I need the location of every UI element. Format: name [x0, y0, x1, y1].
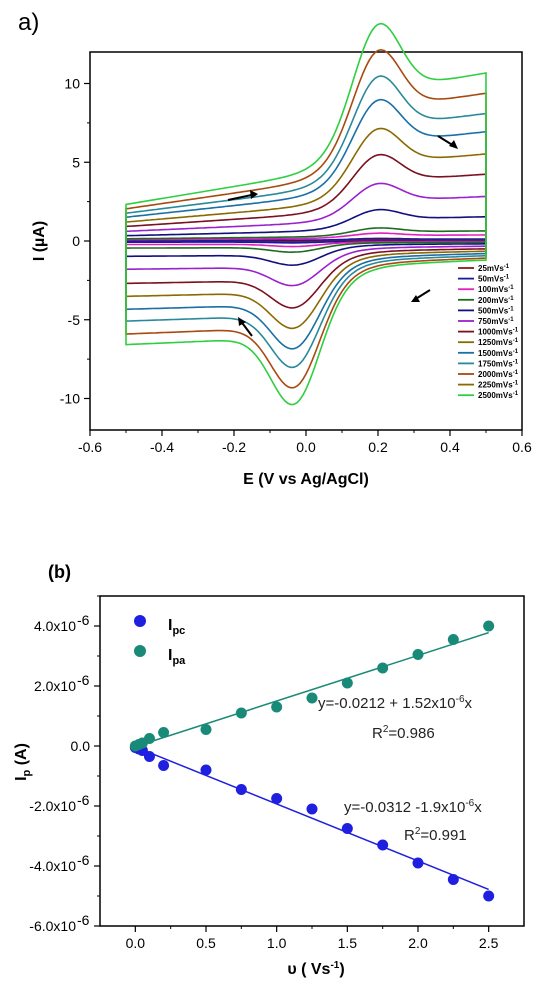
panel-a-x-tick-label: -0.6 — [78, 439, 102, 455]
panel-b-y-tick-label: 0.0 — [71, 738, 91, 754]
panel-b: (b) 0.0 0.5 1.0 1.5 2.0 2.5-6.0x10 -6-4.0x10 -6… — [13, 562, 525, 978]
legend-label-750mVs: 750mVs-1 — [478, 317, 514, 326]
data-point-pa — [235, 707, 247, 719]
fit-r2-pa: R2=0.986 — [372, 724, 435, 742]
panel-b-y-tick-label: -6.0x10 — [29, 918, 76, 934]
legend-label-50mVs: 50mVs-1 — [478, 275, 510, 284]
legend-label-1750mVs: 1750mVs-1 — [478, 359, 519, 368]
data-point-pc — [143, 751, 155, 762]
panel-a-y-tick-label: 0 — [72, 233, 80, 249]
panel-b-points — [129, 620, 495, 902]
fit-equation-pc: y=-0.0312 -1.9x10-6x — [344, 798, 482, 816]
legend-label-1500mVs: 1500mVs-1 — [478, 349, 519, 358]
data-point-pc — [483, 890, 495, 902]
panel-a-y-axis-label: I (µA) — [31, 221, 48, 261]
data-point-pc — [306, 803, 318, 815]
legend-label-2000mVs: 2000mVs-1 — [478, 370, 519, 379]
panel-a-axes: -0.6 -0.4 -0.2 0.0 0.2 0.4 0.6 -10 -5 0 5 10 — [60, 76, 532, 456]
arrowhead-peak-icon — [449, 140, 458, 149]
panel-a: a) -0.6 -0.4 -0.2 0.0 0.2 0.4 0.6 -10 -5 0 5 10 25m… — [18, 9, 532, 488]
data-point-pc — [200, 764, 212, 776]
legend-label-pa: Ipa — [168, 647, 186, 667]
panel-a-x-tick-label: -0.4 — [150, 439, 174, 455]
panel-b-y-tick-exponent: -6 — [77, 912, 90, 928]
panel-b-y-axis-label: Ip (A) — [13, 743, 33, 781]
panel-a-x-tick-label: 0.0 — [296, 439, 316, 455]
legend-marker-pa — [134, 645, 146, 657]
panel-b-x-tick-label: 2.0 — [408, 935, 428, 951]
data-point-pa — [447, 634, 459, 645]
fit-line-pa — [135, 631, 489, 748]
data-point-pc — [158, 760, 170, 771]
panel-b-y-tick-exponent: -6 — [77, 672, 90, 688]
panel-b-y-tick-exponent: -6 — [77, 792, 90, 808]
panel-b-y-tick-label: -4.0x10 — [29, 858, 76, 874]
panel-a-y-tick-label: -10 — [60, 391, 80, 407]
cv-curve-2000mVs — [125, 48, 487, 389]
data-point-pc — [447, 874, 459, 885]
panel-b-x-tick-label: 0.0 — [126, 935, 146, 951]
arrowhead-return-icon — [238, 317, 246, 326]
panel-b-x-tick-label: 0.5 — [196, 935, 216, 951]
data-point-pa — [158, 727, 170, 738]
data-point-pa — [483, 620, 495, 632]
data-point-pc — [235, 784, 247, 795]
panel-b-y-tick-exponent: -6 — [77, 852, 90, 868]
data-point-pa — [271, 701, 283, 713]
panel-a-curves — [125, 22, 487, 406]
legend-label-1000mVs: 1000mVs-1 — [478, 328, 519, 337]
panel-b-legend: Ipc Ipa — [134, 615, 186, 667]
fit-line-pc — [135, 746, 489, 891]
panel-b-y-tick-exponent: -6 — [77, 612, 90, 628]
arrowhead-forward-icon — [250, 190, 258, 199]
data-point-pc — [341, 823, 353, 834]
panel-b-fit-lines — [135, 631, 489, 891]
data-point-pa — [143, 733, 155, 744]
fit-equation-pa: y=-0.0212 + 1.52x10-6x — [318, 694, 473, 712]
data-point-pc — [412, 857, 424, 869]
legend-label-pc: Ipc — [168, 617, 185, 637]
legend-label-500mVs: 500mVs-1 — [478, 306, 514, 315]
fit-r2-pc: R2=0.991 — [404, 826, 467, 844]
legend-label-2250mVs: 2250mVs-1 — [478, 381, 519, 390]
panel-b-x-tick-label: 1.5 — [338, 935, 358, 951]
panel-b-y-tick-label: -2.0x10 — [29, 798, 76, 814]
legend-label-25mVs: 25mVs-1 — [478, 264, 510, 273]
data-point-pa — [377, 662, 389, 674]
panel-b-x-tick-label: 2.5 — [479, 935, 499, 951]
panel-a-y-tick-label: 5 — [72, 154, 80, 170]
legend-label-2500mVs: 2500mVs-1 — [478, 391, 519, 400]
panel-b-y-tick-label: 2.0x10 — [34, 678, 76, 694]
panel-a-x-tick-label: -0.2 — [222, 439, 246, 455]
panel-b-axes: 0.0 0.5 1.0 1.5 2.0 2.5-6.0x10 -6-4.0x10 -6-2.0… — [29, 595, 499, 951]
panel-b-y-tick-label: 4.0x10 — [34, 618, 76, 634]
legend-marker-pc — [134, 615, 146, 627]
panel-a-x-tick-label: 0.6 — [512, 439, 532, 455]
data-point-pa — [200, 724, 212, 735]
panel-b-annotations: y=-0.0212 + 1.52x10-6x R2=0.986 y=-0.031… — [318, 694, 482, 844]
data-point-pc — [271, 793, 283, 804]
panel-a-x-axis-label: E (V vs Ag/AgCl) — [243, 471, 369, 488]
panel-b-x-tick-label: 1.0 — [267, 935, 287, 951]
data-point-pa — [306, 692, 318, 704]
legend-label-100mVs: 100mVs-1 — [478, 285, 514, 294]
panel-a-arrows — [227, 135, 458, 337]
data-point-pc — [377, 839, 389, 851]
legend-label-1250mVs: 1250mVs-1 — [478, 338, 519, 347]
panel-a-x-tick-label: 0.2 — [368, 439, 388, 455]
data-point-pa — [341, 677, 353, 689]
panel-a-y-tick-label: 10 — [64, 76, 80, 92]
panel-b-x-axis-label: υ ( Vs-1) — [287, 960, 344, 978]
arrowhead-reverse-icon — [411, 295, 420, 302]
legend-label-200mVs: 200mVs-1 — [478, 296, 514, 305]
panel-a-y-tick-label: -5 — [68, 312, 81, 328]
panel-a-label: a) — [18, 9, 39, 36]
panel-b-label: (b) — [48, 562, 71, 582]
cv-curve-2250mVs — [125, 22, 487, 406]
cv-curve-1500mVs — [125, 98, 487, 350]
panel-a-x-tick-label: 0.4 — [440, 439, 460, 455]
data-point-pa — [412, 649, 424, 660]
